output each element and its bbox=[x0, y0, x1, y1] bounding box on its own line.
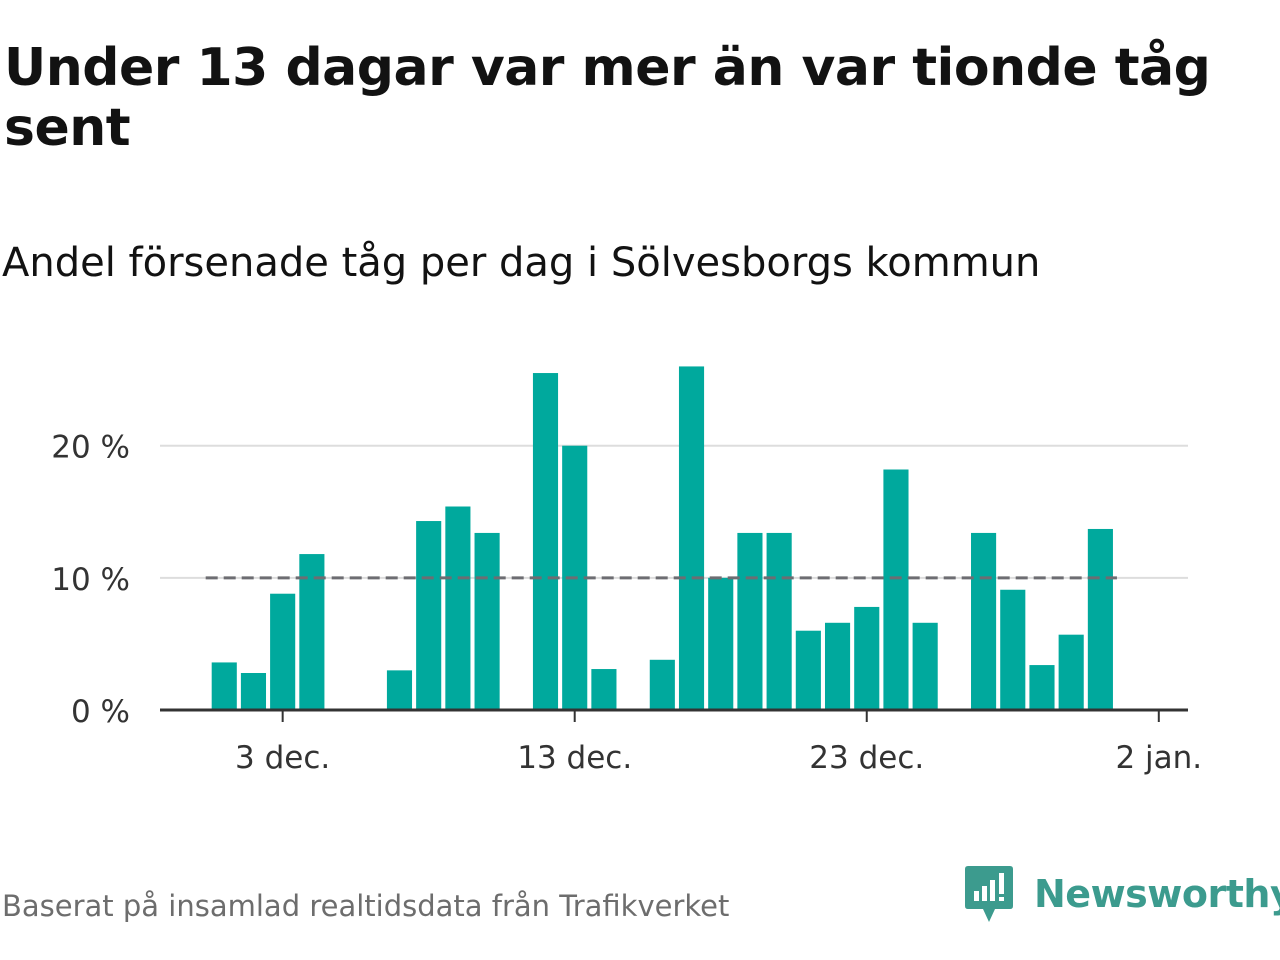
y-tick-label: 0 % bbox=[71, 694, 130, 730]
bar bbox=[591, 669, 617, 710]
bar-chart: 3 dec. 13 dec. 23 dec. 2 jan. 0 % 10 % 20 % bbox=[51, 366, 1202, 776]
bar bbox=[1087, 528, 1113, 710]
bar bbox=[1000, 589, 1026, 710]
bar bbox=[824, 622, 851, 710]
bar bbox=[971, 532, 997, 710]
bar bbox=[211, 662, 237, 710]
bar bbox=[708, 577, 734, 710]
x-axis: 3 dec. 13 dec. 23 dec. 2 jan. bbox=[160, 708, 1202, 776]
x-tick-label: 2 jan. bbox=[1115, 740, 1202, 776]
x-tick-label: 13 dec. bbox=[517, 740, 632, 776]
bar bbox=[270, 593, 296, 710]
x-tick-label: 23 dec. bbox=[809, 740, 924, 776]
chart-subtitle: Andel försenade tåg per dag i Sölvesborg… bbox=[2, 240, 1041, 286]
chart-title: Under 13 dagar var mer än var tionde tåg… bbox=[4, 38, 1211, 158]
bar bbox=[386, 670, 413, 710]
y-tick-label: 10 % bbox=[51, 562, 130, 598]
brand-name: Newsworthy bbox=[1034, 872, 1280, 916]
bar bbox=[474, 532, 500, 710]
bar bbox=[649, 659, 675, 710]
bar bbox=[299, 554, 325, 710]
newsworthy-logo-icon bbox=[965, 866, 1013, 922]
bar bbox=[883, 469, 909, 710]
bar bbox=[766, 532, 792, 710]
brand: Newsworthy bbox=[964, 862, 1280, 926]
bar bbox=[678, 366, 705, 710]
bar bbox=[416, 521, 442, 710]
bar bbox=[737, 532, 763, 710]
y-axis-labels: 0 % 10 % 20 % bbox=[51, 430, 130, 730]
bars bbox=[211, 366, 1113, 710]
bar bbox=[1058, 634, 1084, 710]
bar bbox=[854, 606, 880, 710]
bar bbox=[1029, 665, 1055, 710]
bar bbox=[445, 506, 471, 710]
y-tick-label: 20 % bbox=[51, 430, 130, 466]
x-tick-label: 3 dec. bbox=[235, 740, 330, 776]
bar bbox=[795, 630, 821, 710]
bar bbox=[240, 673, 267, 710]
bar bbox=[912, 622, 938, 710]
source-note: Baserat på insamlad realtidsdata från Tr… bbox=[2, 889, 730, 923]
bar bbox=[532, 373, 559, 710]
